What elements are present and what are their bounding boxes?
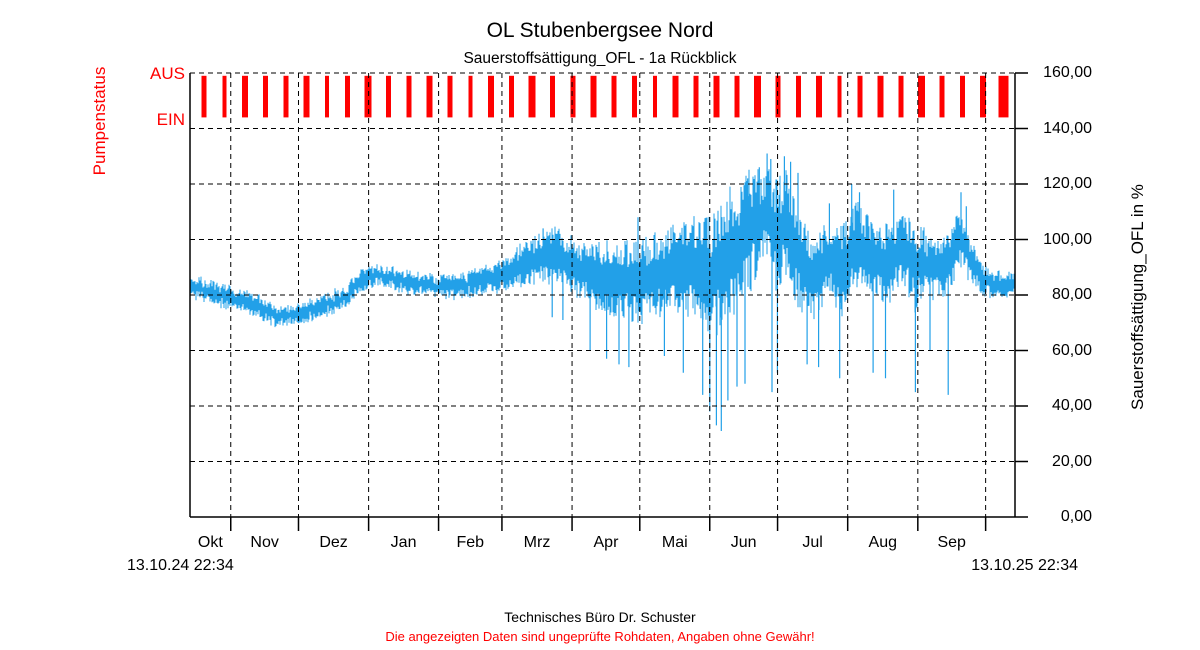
- pump-on-bar: [386, 75, 391, 118]
- pump-on-bar: [509, 75, 514, 118]
- pump-on-bar: [528, 75, 536, 118]
- pump-on-bar: [713, 75, 720, 118]
- pump-on-bar: [426, 75, 433, 118]
- pump-on-bar: [918, 75, 925, 118]
- y-tick-label: 160,00: [1043, 64, 1092, 81]
- pump-on-bar: [303, 75, 310, 118]
- pump-on-bar: [754, 75, 761, 118]
- month-label: Jun: [730, 534, 757, 551]
- pump-state-aus-label: AUS: [150, 64, 185, 83]
- oxygen-axis-label: Sauerstoffsättigung_OFL in %: [1128, 184, 1147, 410]
- pump-on-bar: [857, 75, 863, 118]
- pump-on-bar: [550, 75, 555, 118]
- series-noise-columns: [189, 169, 1016, 336]
- pump-on-bar: [980, 75, 986, 118]
- y-tick-label: 60,00: [1051, 341, 1092, 359]
- pump-on-bar: [406, 75, 412, 118]
- pump-on-bar: [242, 75, 248, 118]
- pump-on-bar: [222, 75, 227, 118]
- pump-on-bar: [960, 75, 965, 118]
- month-label: Mai: [661, 534, 688, 551]
- pump-on-bar: [775, 75, 781, 118]
- pump-on-bar: [998, 75, 1009, 118]
- pump-on-bar: [653, 75, 657, 118]
- pump-on-bar: [468, 75, 473, 118]
- pump-on-bar: [325, 75, 329, 118]
- pump-on-bar: [263, 75, 268, 118]
- pump-on-bar: [796, 75, 801, 118]
- pump-on-bar: [590, 75, 597, 118]
- pump-on-bar: [364, 75, 372, 118]
- month-label: Apr: [593, 534, 619, 551]
- month-label: Nov: [250, 534, 279, 551]
- month-label: Jan: [390, 534, 417, 551]
- pump-on-bar: [283, 75, 289, 118]
- footer-disclaimer: Die angezeigten Daten sind ungeprüfte Ro…: [385, 629, 815, 644]
- y-tick-label: 20,00: [1051, 452, 1092, 470]
- pump-on-bar: [693, 75, 699, 118]
- pump-on-bar: [570, 75, 576, 118]
- end-datetime-label: 13.10.25 22:34: [971, 557, 1078, 574]
- pump-on-bar: [611, 75, 617, 118]
- pump-on-bar: [816, 75, 822, 118]
- y-tick-label: 120,00: [1043, 175, 1092, 192]
- pump-on-bar: [447, 75, 453, 118]
- month-label: Mrz: [523, 534, 551, 551]
- pump-on-bar: [939, 75, 945, 118]
- chart-title: OL Stubenbergsee Nord: [486, 19, 714, 42]
- pump-on-bar: [672, 75, 679, 118]
- month-label: Dez: [319, 534, 348, 551]
- pump-on-bar: [488, 75, 494, 118]
- pump-on-bar: [877, 75, 884, 118]
- pump-on-bar: [201, 75, 207, 118]
- pump-on-bar: [345, 75, 350, 118]
- y-tick-label: 0,00: [1060, 508, 1092, 525]
- pump-on-bar: [632, 75, 637, 118]
- month-label: Okt: [197, 534, 223, 551]
- start-datetime-label: 13.10.24 22:34: [127, 557, 234, 574]
- y-tick-label: 40,00: [1051, 397, 1092, 414]
- month-label: Aug: [868, 534, 897, 551]
- month-label: Feb: [456, 534, 485, 551]
- pump-on-bar: [837, 75, 842, 118]
- month-label: Jul: [802, 534, 823, 551]
- y-tick-label: 100,00: [1043, 230, 1092, 248]
- y-tick-label: 80,00: [1051, 286, 1092, 303]
- series-spikes: [542, 153, 967, 431]
- pump-state-ein-label: EIN: [156, 110, 185, 129]
- chart-subtitle: Sauerstoffsättigung_OFL - 1a Rückblick: [463, 50, 737, 67]
- footer-company: Technisches Büro Dr. Schuster: [504, 609, 696, 625]
- pump-on-bar: [898, 75, 904, 118]
- pump-on-bar: [734, 75, 740, 118]
- y-tick-label: 140,00: [1043, 119, 1092, 137]
- month-label: Sep: [937, 534, 966, 551]
